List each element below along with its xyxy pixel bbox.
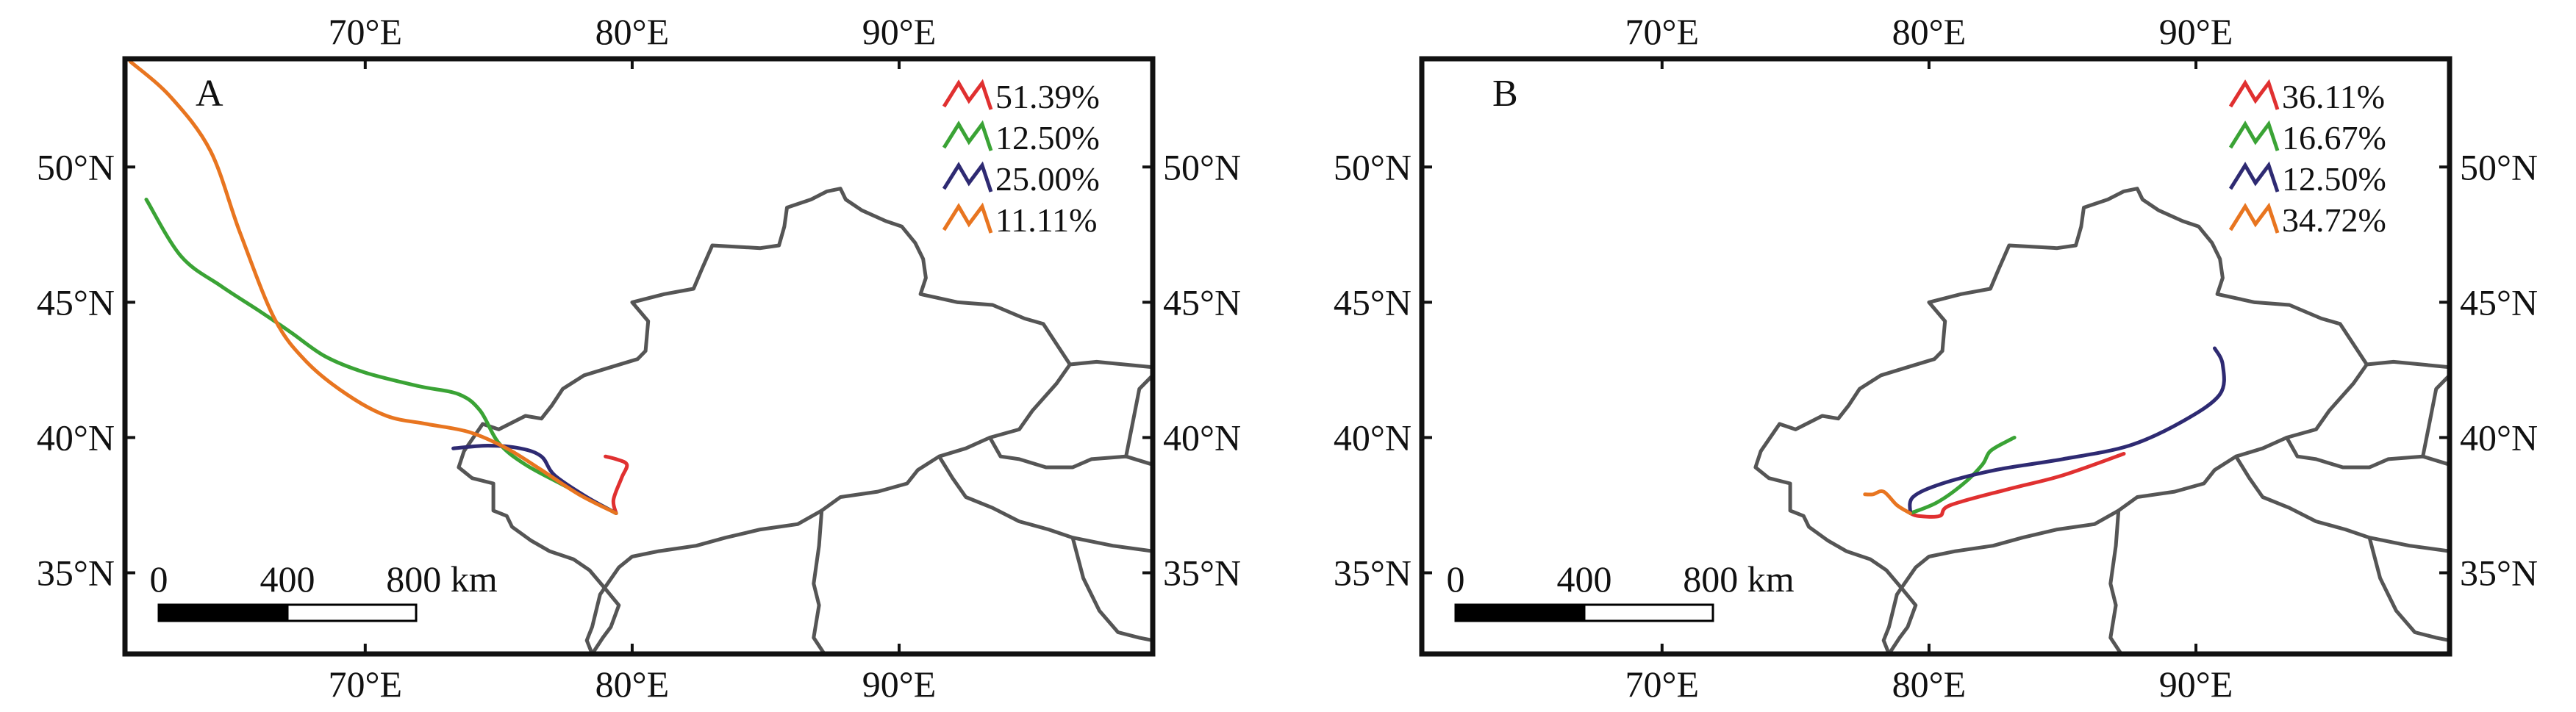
scalebar-label: 0 [1447, 558, 1465, 600]
lat-tick-label-right: 45°N [1163, 281, 1241, 323]
region-boundary [2421, 373, 2450, 459]
legend-swatch [942, 120, 993, 151]
lon-tick-label-top: 70°E [1625, 11, 1700, 52]
scalebar-black-segment [1454, 603, 1586, 622]
lat-tick-label-right: 35°N [1163, 553, 1241, 594]
trajectory-line-2 [1908, 436, 2017, 515]
scalebar-label: 800 km [1683, 558, 1795, 600]
legend-swatch [942, 202, 993, 234]
legend-swatch [942, 79, 993, 110]
lon-tick-label-top: 80°E [1892, 11, 1967, 52]
lat-tick-label-left: 35°N [37, 553, 115, 594]
lon-tick-label-bottom: 70°E [1625, 664, 1700, 705]
legend-label: 16.67% [2282, 119, 2386, 157]
legend-swatch [2228, 161, 2280, 193]
legend-label: 11.11% [995, 201, 1097, 239]
region-boundary [988, 436, 1153, 470]
region-boundary [457, 422, 621, 654]
scalebar-black-segment [157, 603, 289, 622]
legend-label: 25.00% [995, 160, 1100, 198]
lat-tick-label-right: 35°N [2460, 553, 2538, 594]
lon-tick-label-bottom: 70°E [329, 664, 403, 705]
lon-tick-label-top: 90°E [862, 11, 937, 52]
trajectory-line-2 [144, 198, 618, 515]
lat-tick-label-right: 45°N [2460, 281, 2538, 323]
map-frame [122, 56, 1156, 657]
lat-tick-label-left: 45°N [1334, 281, 1412, 323]
scalebar-label: 800 km [386, 558, 498, 600]
region-boundary [1124, 373, 1153, 459]
region-boundary [2108, 508, 2123, 654]
lon-tick-label-bottom: 90°E [862, 664, 937, 705]
lon-tick-label-top: 90°E [2159, 11, 2233, 52]
trajectory-line-3 [1908, 346, 2226, 515]
legend-label: 51.39% [995, 78, 1100, 115]
lat-tick-label-right: 50°N [1163, 146, 1241, 187]
region-boundary [2367, 536, 2450, 643]
legend-label: 12.50% [2282, 160, 2386, 198]
map-frame [1419, 56, 2452, 657]
region-boundary [1753, 422, 1918, 654]
scalebar-white-segment [1583, 603, 1714, 622]
trajectory-line-4 [128, 60, 618, 515]
lon-tick-label-top: 70°E [329, 11, 403, 52]
legend-swatch [2228, 120, 2280, 151]
lat-tick-label-left: 50°N [37, 146, 115, 187]
region-boundary [2234, 454, 2450, 553]
legend-swatch [2228, 79, 2280, 110]
map-area [1753, 187, 2450, 654]
lon-tick-label-bottom: 80°E [1892, 664, 1967, 705]
lat-tick-label-right: 40°N [2460, 417, 2538, 458]
scalebar-label: 0 [150, 558, 168, 600]
trajectory-line-1 [1908, 452, 2126, 519]
scalebar-label: 400 [260, 558, 315, 600]
scalebar-label: 400 [1557, 558, 1612, 600]
map-panel-b: 70°E 70°E 80°E 80°E 90°E 90°E 50°N 50°N 45°N 45°N… [1334, 11, 2538, 705]
lon-tick-label-bottom: 90°E [2159, 664, 2233, 705]
region-boundary [812, 508, 826, 654]
panel-label: A [196, 73, 223, 115]
region-boundary [1778, 187, 2450, 431]
legend-swatch [2228, 202, 2280, 234]
region-boundary [1070, 536, 1153, 643]
map-panel-a: 70°E 70°E 80°E 80°E 90°E 90°E 50°N 50°N 45°N 45°N… [37, 11, 1241, 705]
lon-tick-label-top: 80°E [595, 11, 670, 52]
lat-tick-label-left: 40°N [1334, 417, 1412, 458]
map-area [128, 60, 1153, 654]
legend-label: 36.11% [2282, 78, 2385, 115]
scalebar-white-segment [286, 603, 418, 622]
legend-label: 12.50% [995, 119, 1100, 157]
legend-swatch [942, 161, 993, 193]
legend-label: 34.72% [2282, 201, 2386, 239]
panel-label: B [1492, 73, 1518, 115]
lat-tick-label-right: 50°N [2460, 146, 2538, 187]
trajectory-line-1 [604, 454, 629, 515]
lat-tick-label-left: 45°N [37, 281, 115, 323]
region-boundary [481, 187, 1153, 431]
trajectory-line-4 [1863, 489, 1912, 515]
lat-tick-label-left: 40°N [37, 417, 115, 458]
region-boundary [937, 454, 1153, 553]
lat-tick-label-left: 35°N [1334, 553, 1412, 594]
region-boundary [2285, 436, 2450, 470]
lon-tick-label-bottom: 80°E [595, 664, 670, 705]
lat-tick-label-left: 50°N [1334, 146, 1412, 187]
lat-tick-label-right: 40°N [1163, 417, 1241, 458]
